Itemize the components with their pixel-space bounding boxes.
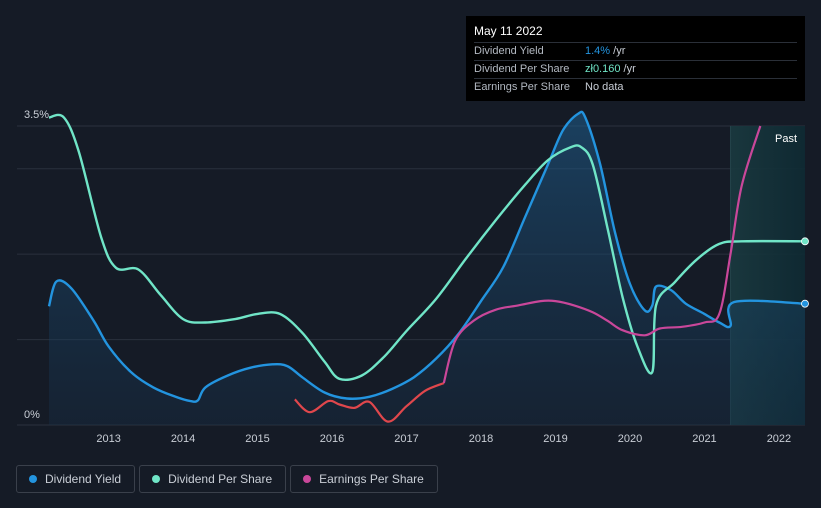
series-yield bbox=[47, 110, 809, 425]
x-tick-label: 2018 bbox=[469, 433, 493, 445]
x-tick-label: 2022 bbox=[767, 433, 791, 445]
tooltip-row-dividend-per-share: Dividend Per Share zł0.160 /yr bbox=[474, 60, 797, 78]
dividend-yield-line bbox=[47, 110, 806, 403]
earnings-per-share-line-low bbox=[294, 382, 445, 423]
legend-item-dividend-per-share[interactable]: Dividend Per Share bbox=[139, 465, 287, 493]
x-tick-label: 2020 bbox=[618, 433, 642, 445]
x-axis: 2013 2014 2015 2016 2017 2018 2019 2020 2021 2022 bbox=[96, 433, 791, 445]
legend-dot-icon bbox=[29, 475, 37, 483]
legend-item-dividend-yield[interactable]: Dividend Yield bbox=[16, 465, 136, 493]
tooltip-row-dividend-yield: Dividend Yield 1.4% /yr bbox=[474, 42, 797, 60]
dividend-per-share-line bbox=[48, 113, 806, 382]
x-tick-label: 2016 bbox=[320, 433, 344, 445]
legend-item-earnings-per-share[interactable]: Earnings Per Share bbox=[290, 465, 438, 493]
dividend-yield-area bbox=[49, 111, 805, 425]
x-tick-label: 2013 bbox=[96, 433, 120, 445]
data-tooltip: May 11 2022 Dividend Yield 1.4% /yr Divi… bbox=[466, 16, 805, 101]
x-tick-label: 2015 bbox=[245, 433, 269, 445]
legend-label: Earnings Per Share bbox=[319, 472, 424, 486]
series-eps bbox=[294, 125, 762, 423]
tooltip-unit: /yr bbox=[610, 45, 626, 57]
x-tick-label: 2014 bbox=[171, 433, 195, 445]
dps-end-point bbox=[801, 237, 809, 246]
earnings-per-share-line bbox=[442, 125, 762, 384]
tooltip-unit: /yr bbox=[620, 63, 636, 75]
x-tick-label: 2017 bbox=[394, 433, 418, 445]
tooltip-value: zł0.160 bbox=[585, 63, 621, 75]
y-axis-min-label: 0% bbox=[24, 409, 40, 421]
tooltip-date: May 11 2022 bbox=[474, 24, 543, 38]
legend-dot-icon bbox=[303, 475, 312, 483]
legend-label: Dividend Yield bbox=[45, 472, 122, 486]
legend-dot-icon bbox=[152, 475, 161, 483]
chart-legend: Dividend Yield Dividend Per Share Earnin… bbox=[16, 465, 438, 493]
legend-label: Dividend Per Share bbox=[168, 472, 273, 486]
tooltip-value: No data bbox=[585, 81, 624, 93]
tooltip-label: Dividend Yield bbox=[474, 45, 544, 57]
yield-end-point bbox=[801, 299, 809, 308]
tooltip-row-earnings-per-share: Earnings Per Share No data bbox=[474, 78, 797, 96]
x-tick-label: 2019 bbox=[543, 433, 567, 445]
y-axis-max-label: 3.5% bbox=[24, 109, 49, 121]
past-label: Past bbox=[775, 133, 797, 145]
series-dps bbox=[48, 113, 809, 382]
tooltip-label: Dividend Per Share bbox=[474, 63, 570, 75]
tooltip-value: 1.4% bbox=[585, 45, 611, 57]
tooltip-label: Earnings Per Share bbox=[474, 81, 570, 93]
x-tick-label: 2021 bbox=[692, 433, 716, 445]
